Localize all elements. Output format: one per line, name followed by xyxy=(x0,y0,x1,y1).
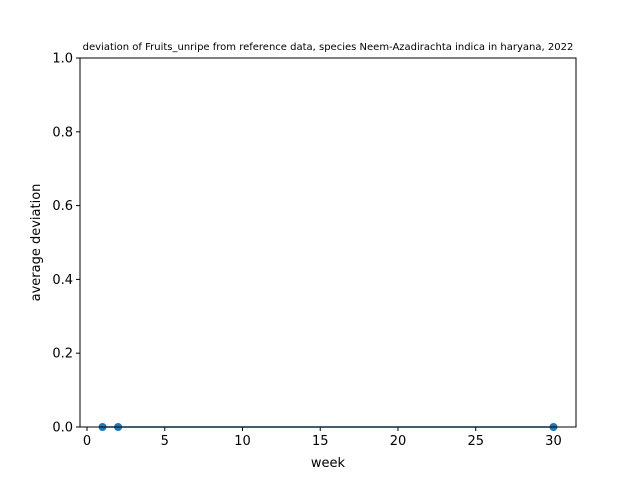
chart-title: deviation of Fruits_unripe from referenc… xyxy=(83,42,574,53)
plot-frame xyxy=(79,57,577,428)
y-axis: 0.0 0.2 0.4 0.6 0.8 1.0 xyxy=(52,52,80,436)
y-tick-label: 0.0 xyxy=(52,421,73,436)
x-axis-label: week xyxy=(311,456,346,471)
x-tick-label: 20 xyxy=(390,434,407,449)
y-tick-label: 1.0 xyxy=(52,52,73,67)
plot-area xyxy=(80,58,576,427)
y-tick-label: 0.6 xyxy=(52,199,73,214)
x-axis: 0 5 10 15 20 25 30 xyxy=(83,427,562,449)
x-tick-label: 5 xyxy=(161,434,169,449)
y-tick-label: 0.2 xyxy=(52,347,73,362)
x-tick-label: 25 xyxy=(467,434,484,449)
x-tick-label: 30 xyxy=(545,434,562,449)
x-tick-label: 15 xyxy=(312,434,329,449)
y-tick-label: 0.4 xyxy=(52,273,73,288)
y-axis-label: average deviation xyxy=(29,184,44,302)
x-tick-label: 10 xyxy=(234,434,251,449)
y-tick-label: 0.8 xyxy=(52,125,73,140)
x-tick-label: 0 xyxy=(83,434,91,449)
